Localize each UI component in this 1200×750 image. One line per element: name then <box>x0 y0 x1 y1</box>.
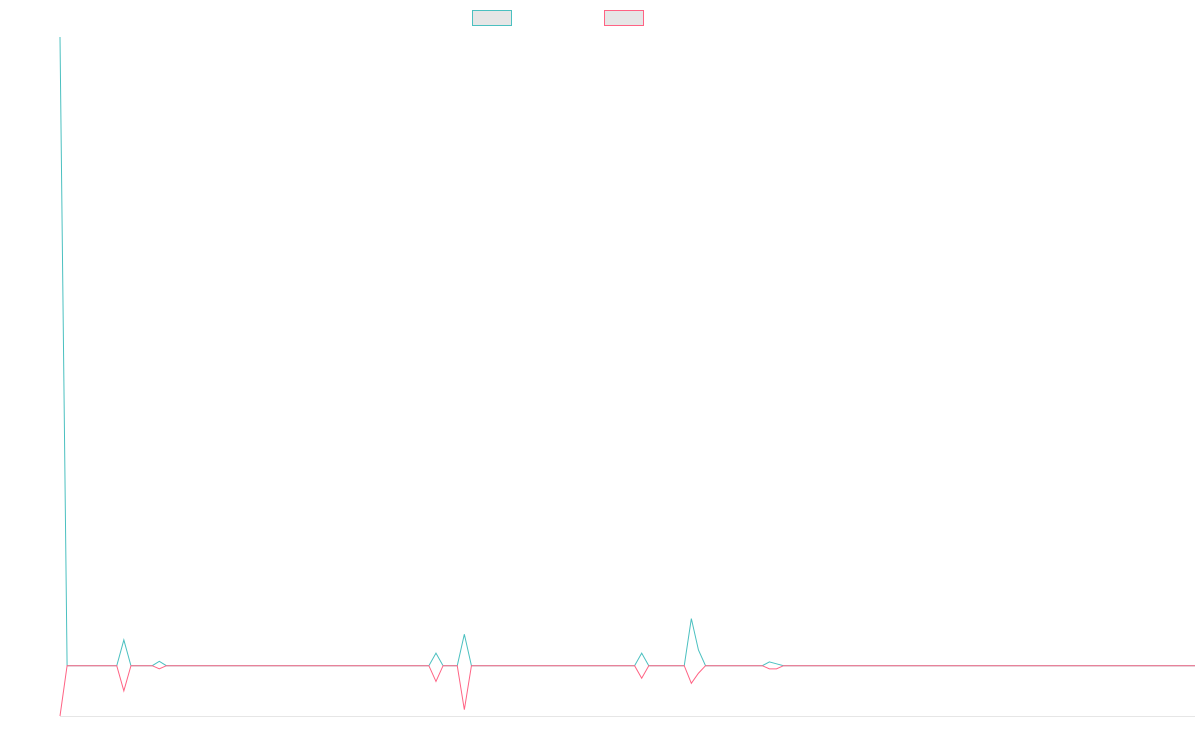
series-line <box>59 665 1195 717</box>
legend-box[interactable] <box>604 10 644 26</box>
series-line <box>59 36 1195 667</box>
legend-box[interactable] <box>472 10 512 26</box>
